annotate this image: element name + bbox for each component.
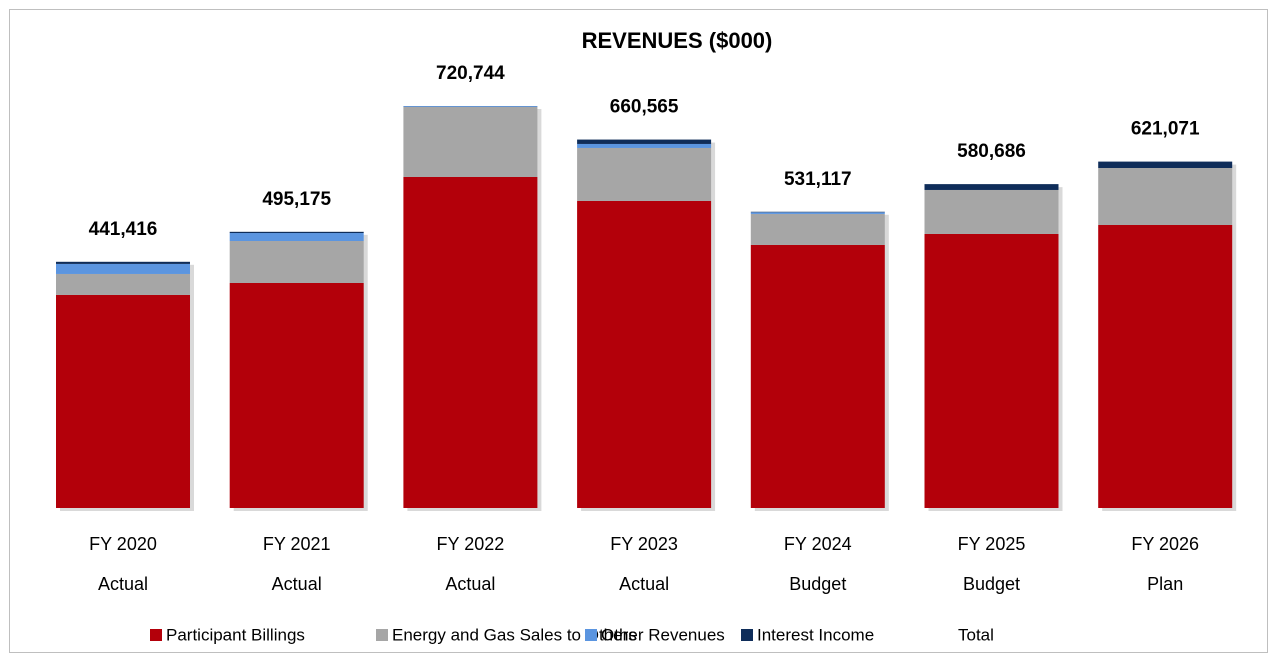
x-tick-sublabel: Budget [789,574,846,594]
legend-label: Total [958,625,994,644]
x-tick-label: FY 2021 [263,534,331,554]
bar-segment [56,261,190,264]
x-tick-sublabel: Actual [619,574,669,594]
bar-segment [750,212,885,214]
bar-segment [750,213,885,245]
bar-segment [229,231,364,234]
legend-swatch [376,629,388,641]
bar-segment [577,200,712,508]
total-label: 495,175 [262,189,331,210]
bar-segment [1098,224,1233,508]
bar-segment [924,233,1059,508]
legend-label: Energy and Gas Sales to Others [392,625,637,644]
x-tick-sublabel: Actual [98,574,148,594]
bar-segment [229,241,364,284]
bar-segment [229,283,364,508]
x-tick-sublabel: Actual [445,574,495,594]
bar-segment [924,184,1059,190]
bar-segment [577,147,712,201]
x-tick-sublabel: Budget [963,574,1020,594]
bar-segment [924,189,1059,234]
legend-swatch [585,629,597,641]
bar-segment [56,294,190,508]
bar-segment [56,263,190,274]
legend-label: Interest Income [757,625,874,644]
bar-segment [750,244,885,509]
bar-segment [403,106,538,107]
x-tick-sublabel: Plan [1147,574,1183,594]
bar-segment [577,143,712,148]
bar-segment [56,273,190,295]
bar-segment [1098,161,1233,168]
x-tick-label: FY 2025 [958,534,1026,554]
total-label: 660,565 [610,97,679,118]
legend-label: Other Revenues [601,625,725,644]
total-label: 441,416 [89,219,158,240]
total-label: 621,071 [1131,119,1200,140]
bar-segment [403,176,538,508]
total-label: 580,686 [957,141,1026,162]
x-tick-label: FY 2020 [89,534,157,554]
total-label: 720,744 [436,63,505,84]
bar-segment [229,233,364,242]
total-label: 531,117 [784,169,852,190]
x-tick-label: FY 2026 [1131,534,1199,554]
legend-swatch [150,629,162,641]
x-tick-label: FY 2023 [610,534,678,554]
bar-segment [750,211,885,213]
bar-segment [403,106,538,177]
x-tick-label: FY 2022 [437,534,505,554]
x-tick-label: FY 2024 [784,534,852,554]
chart-title: REVENUES ($000) [582,28,773,53]
x-tick-sublabel: Actual [272,574,322,594]
legend-swatch [741,629,753,641]
legend-label: Participant Billings [166,625,305,644]
bar-segment [1098,167,1233,225]
bar-segment [577,139,712,144]
